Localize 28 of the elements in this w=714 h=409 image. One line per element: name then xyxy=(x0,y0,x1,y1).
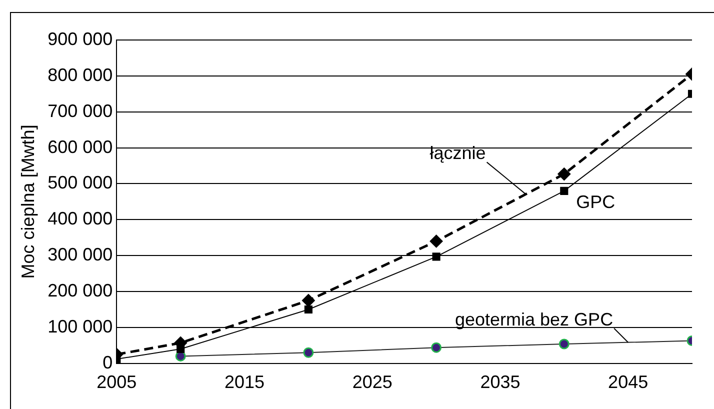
point xyxy=(560,186,568,195)
x-tick-label: 2045 xyxy=(608,372,648,392)
series-label: geotermia bez GPC xyxy=(454,309,614,330)
y-tick-label: 800 000 xyxy=(48,64,113,85)
point xyxy=(304,305,312,314)
x-tick-label: 2035 xyxy=(480,372,520,392)
x-tick-label: 2025 xyxy=(352,372,392,392)
point xyxy=(430,234,443,248)
y-tick-label: 0 xyxy=(102,352,113,372)
text: łącznie xyxy=(430,143,486,164)
y-tick-label: 600 000 xyxy=(48,136,113,157)
y-tick-label: 300 000 xyxy=(48,244,113,265)
y-tick-label: 900 000 xyxy=(48,28,113,49)
y-tick-label: 700 000 xyxy=(48,100,113,121)
y-tick-label: 100 000 xyxy=(48,316,113,336)
x-tick-label: 2015 xyxy=(224,372,265,392)
point xyxy=(432,252,440,261)
y-tick-label: 200 000 xyxy=(48,280,113,300)
point xyxy=(558,168,571,181)
y-tick-label: 400 000 xyxy=(48,208,113,229)
point xyxy=(303,347,314,358)
point xyxy=(431,342,442,353)
x-tick-label: 2005 xyxy=(96,372,137,392)
series-label: GPC xyxy=(576,192,616,212)
point xyxy=(302,294,315,308)
point xyxy=(558,338,570,350)
y-axis-title: Moc cieplna [Mwth] xyxy=(18,124,38,279)
y-tick-label: 500 000 xyxy=(48,172,113,193)
